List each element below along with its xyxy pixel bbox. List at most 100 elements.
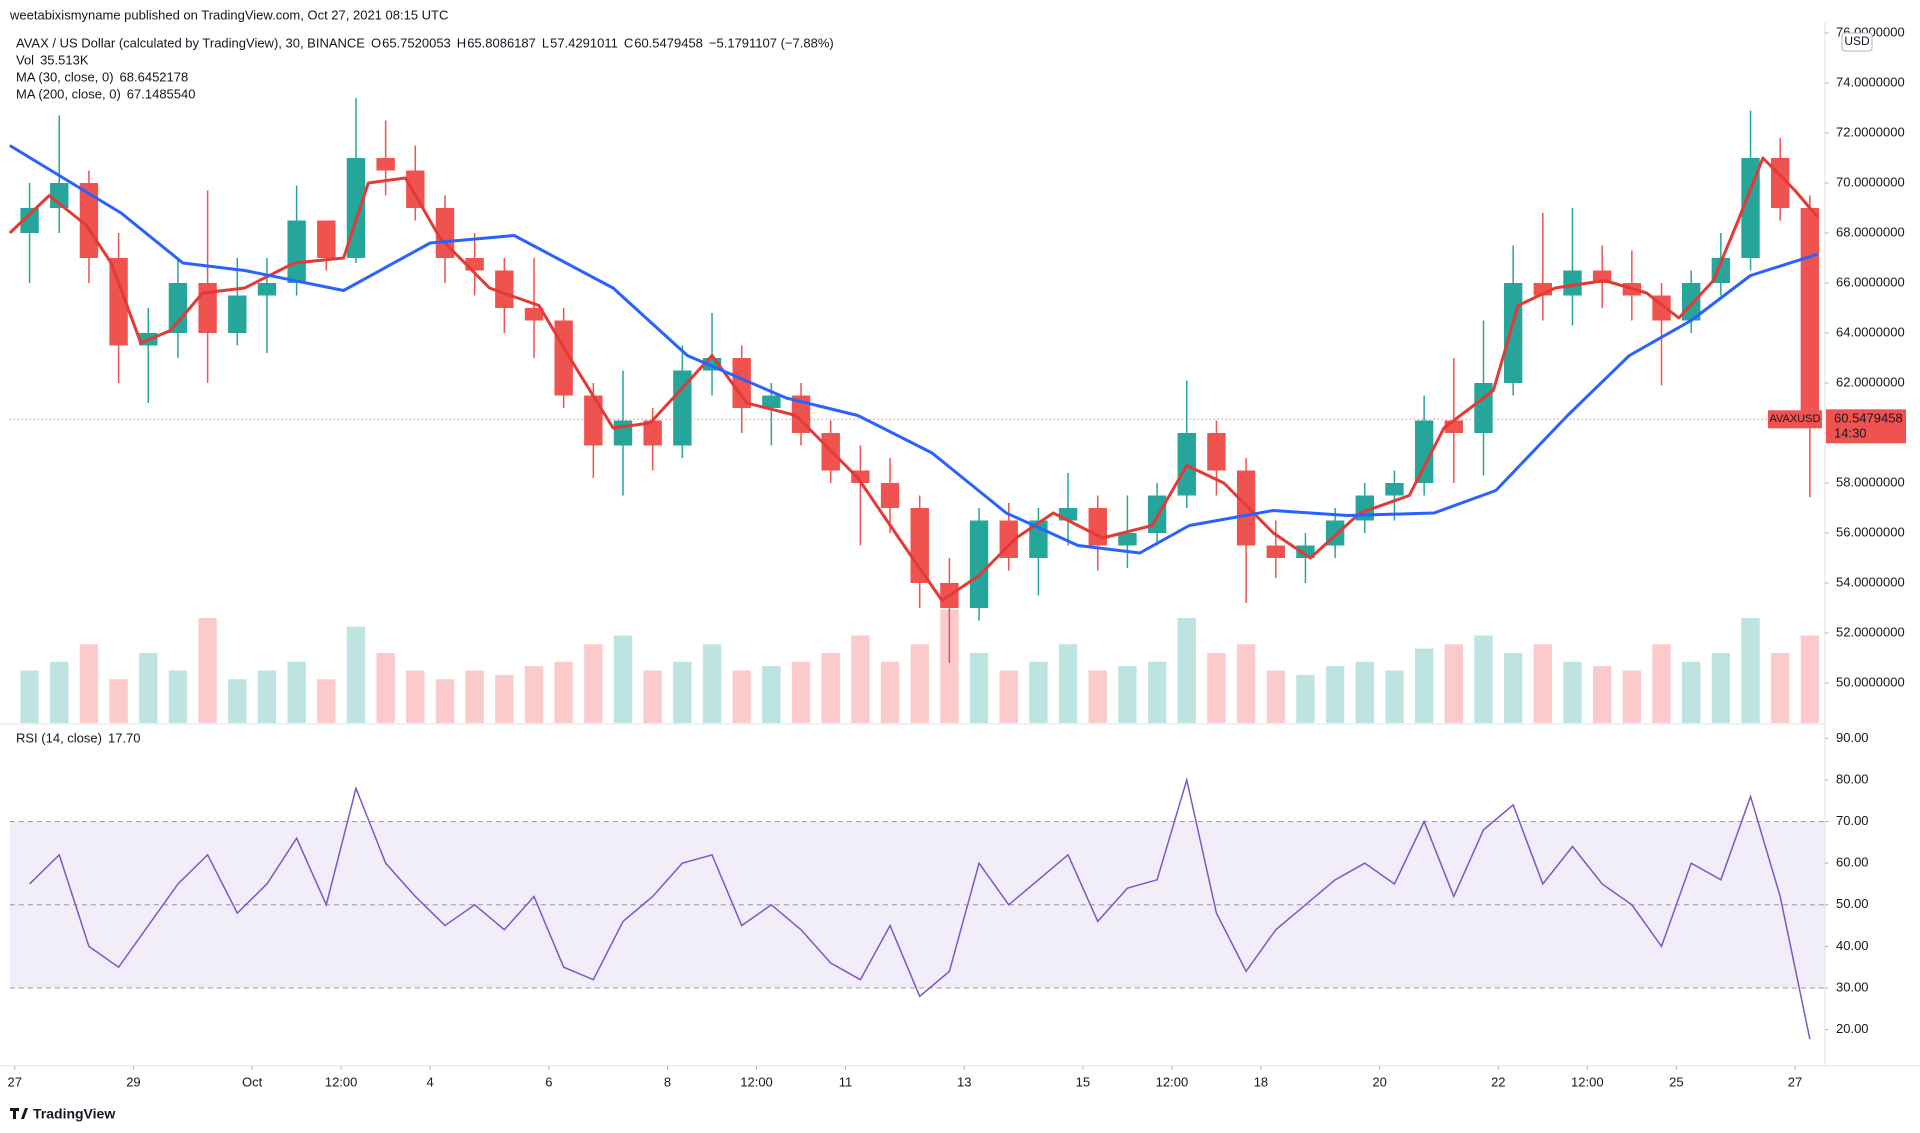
ma-legend-value: 67.1485540 xyxy=(127,86,196,101)
volume-legend-name: Vol xyxy=(16,52,34,67)
rsi-line xyxy=(29,776,1811,1040)
volume-bar xyxy=(1058,644,1078,723)
volume-bar xyxy=(139,653,158,723)
y-tick-label: 68.0000000 xyxy=(1836,224,1905,239)
volume-bar xyxy=(168,670,188,723)
x-tick-label: 6 xyxy=(545,1074,552,1089)
candle-body xyxy=(762,395,781,408)
y-tick-label: 50.0000000 xyxy=(1836,674,1905,689)
candle-body xyxy=(1385,483,1404,496)
logo-icon xyxy=(10,1108,28,1119)
volume-bar xyxy=(406,670,425,723)
volume-bar xyxy=(969,653,989,723)
volume-bar xyxy=(999,670,1018,723)
candle-body xyxy=(1118,533,1137,546)
rsi-y-tick-label: 30.00 xyxy=(1836,979,1869,994)
volume-bar xyxy=(20,670,39,723)
volume-bar xyxy=(465,670,484,723)
x-tick-label: 22 xyxy=(1491,1074,1505,1089)
volume-bar xyxy=(495,674,514,723)
volume-bar xyxy=(880,661,900,723)
volume-bar xyxy=(1652,644,1671,723)
ohlc-value: 65.7520053 xyxy=(382,35,451,50)
y-tick-label: 52.0000000 xyxy=(1836,624,1905,639)
x-tick-label: 15 xyxy=(1076,1074,1090,1089)
volume-bar xyxy=(702,644,722,723)
x-tick-label: 27 xyxy=(1788,1074,1802,1089)
volume-bar xyxy=(851,635,870,723)
candle-body xyxy=(613,420,633,446)
volume-bar xyxy=(1533,644,1553,723)
ohlc-key: O xyxy=(371,35,381,50)
ohlc-key: H xyxy=(457,35,466,50)
y-tick-label: 72.0000000 xyxy=(1836,124,1905,139)
y-tick-label: 54.0000000 xyxy=(1836,574,1905,589)
candle-body xyxy=(495,270,514,308)
countdown-label: 14:30 xyxy=(1834,426,1867,441)
volume-bar xyxy=(198,618,217,723)
candle-body xyxy=(79,183,99,258)
volume-bar xyxy=(50,661,69,723)
y-tick-label: 70.0000000 xyxy=(1836,174,1905,189)
volume-bar xyxy=(1474,635,1493,723)
candle-body xyxy=(910,508,929,583)
volume-bar xyxy=(1088,670,1107,723)
x-tick-label: 8 xyxy=(664,1074,671,1089)
rsi-y-tick-label: 40.00 xyxy=(1836,938,1869,953)
symbol-label: AVAXUSD xyxy=(1770,413,1821,425)
ohlc-value: 65.8086187 xyxy=(467,35,536,50)
candle-body xyxy=(969,520,989,608)
candle-body xyxy=(643,420,662,446)
candle-body xyxy=(287,220,306,283)
candle-body xyxy=(1800,208,1820,420)
volume-bar xyxy=(940,609,959,723)
x-tick-label: 11 xyxy=(839,1074,853,1089)
rsi-legend-name: RSI (14, close) xyxy=(16,730,102,745)
candle-body xyxy=(465,258,484,271)
candle-body xyxy=(198,283,217,333)
volume-bar xyxy=(762,666,781,723)
candle-body xyxy=(376,158,395,171)
volume-bar xyxy=(732,670,751,723)
candle-body xyxy=(50,183,69,208)
volume-bar xyxy=(613,635,633,723)
candle-body xyxy=(880,483,900,508)
volume-bar xyxy=(1325,666,1345,723)
x-tick-label: 4 xyxy=(427,1074,434,1089)
volume-bar xyxy=(1800,635,1820,723)
published-by: weetabixismyname published on TradingVie… xyxy=(9,7,448,22)
candle-body xyxy=(732,358,751,408)
ohlc-value: 57.4291011 xyxy=(550,35,618,50)
last-price-box xyxy=(1826,409,1906,444)
x-tick-label: 12:00 xyxy=(1571,1074,1604,1089)
ma-legend-name: MA (200, close, 0) xyxy=(16,86,121,101)
candle-body xyxy=(1266,545,1285,558)
moving-average-line xyxy=(9,144,1818,555)
symbol-title: AVAX / US Dollar (calculated by TradingV… xyxy=(16,35,365,50)
volume-bar xyxy=(643,670,662,723)
candle-body xyxy=(851,470,870,483)
volume-bar xyxy=(673,661,692,723)
candle-body xyxy=(317,220,336,258)
volume-bar xyxy=(1681,661,1701,723)
volume-bar xyxy=(1444,644,1464,723)
volume-bar xyxy=(1118,666,1137,723)
x-tick-label: 12:00 xyxy=(325,1074,358,1089)
volume-bar xyxy=(1770,653,1790,723)
volume-bar xyxy=(1622,670,1642,723)
last-price-label: 60.5479458 xyxy=(1834,411,1903,426)
rsi-y-tick-label: 80.00 xyxy=(1836,771,1869,786)
volume-bar xyxy=(435,679,455,723)
volume-bar xyxy=(1236,644,1256,723)
volume-bar xyxy=(1177,618,1196,723)
y-tick-label: 62.0000000 xyxy=(1836,374,1905,389)
rsi-y-tick-label: 90.00 xyxy=(1836,730,1869,745)
ma-legend-name: MA (30, close, 0) xyxy=(16,69,114,84)
volume-bar xyxy=(1503,653,1523,723)
x-tick-label: 13 xyxy=(957,1074,971,1089)
candle-body xyxy=(1503,283,1523,383)
candle-body xyxy=(524,308,544,321)
x-tick-label: Oct xyxy=(242,1074,263,1089)
footer-brand: TradingView xyxy=(33,1106,115,1122)
volume-bar xyxy=(346,626,366,723)
